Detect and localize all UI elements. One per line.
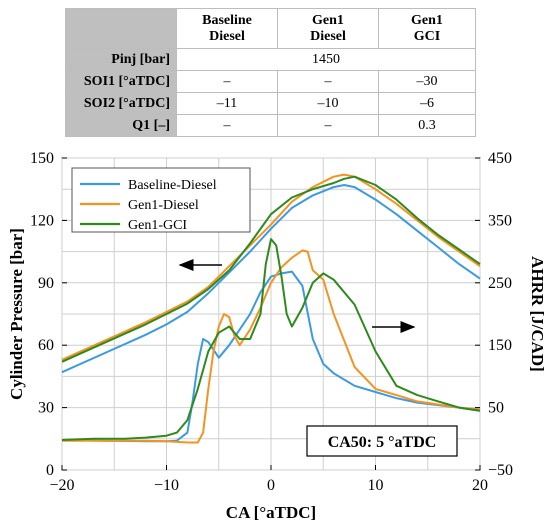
legend-entry: Gen1-GCI	[128, 218, 187, 233]
table-column-header: Gen1 Diesel	[277, 8, 379, 49]
table-cell: –30	[378, 70, 476, 93]
legend: Baseline-Diesel Gen1-Diesel Gen1-GCI	[71, 167, 251, 233]
series-line	[61, 270, 481, 443]
legend-entry: Gen1-Diesel	[128, 198, 199, 213]
table-row-label: SOI1 [°aTDC]	[65, 70, 177, 93]
table-cell: 0.3	[378, 114, 476, 137]
ca50-annotation: CA50: 5 °aTDC	[306, 425, 458, 457]
x-tick-label: 0	[267, 477, 275, 494]
x-axis-label: CA [°aTDC]	[226, 503, 316, 522]
y-axis-label-right: AHRR [J/CAD]	[528, 256, 547, 372]
table-row-label: Pinj [bar]	[65, 48, 177, 71]
tick-labels: −20 −10 0 10 20 0 30 60 90 120 150 −50 50 150 250 350 45…	[30, 150, 513, 494]
table-row-label: SOI2 [°aTDC]	[65, 92, 177, 115]
parameter-table: Baseline Diesel Gen1 Diesel Gen1 GCI Pinj […	[65, 8, 476, 137]
table-column-header: Gen1 GCI	[378, 8, 476, 49]
y-tick-label-left: 30	[38, 400, 54, 417]
y-tick-label-left: 120	[30, 212, 54, 229]
table-cell: –	[176, 114, 278, 137]
y-tick-label-left: 0	[46, 462, 54, 479]
legend-entry: Baseline-Diesel	[128, 178, 217, 193]
y-tick-label-right: 350	[488, 212, 512, 229]
x-tick-label: −20	[49, 477, 74, 494]
table-row: Pinj [bar] 1450	[65, 48, 476, 71]
table-corner-cell	[65, 8, 177, 49]
y-tick-label-right: 50	[488, 400, 504, 417]
series-line	[61, 238, 481, 441]
table-header-row: Baseline Diesel Gen1 Diesel Gen1 GCI	[65, 8, 476, 49]
table-row: SOI2 [°aTDC] –11 –10 –6	[65, 92, 476, 115]
y-tick-label-left: 150	[30, 150, 54, 167]
table-row-label: Q1 [–]	[65, 114, 177, 137]
series-layer	[61, 173, 481, 444]
table-cell: –6	[378, 92, 476, 115]
y-tick-label-right: −50	[488, 462, 513, 479]
y-tick-label-right: 250	[488, 275, 512, 292]
y-tick-label-right: 450	[488, 150, 512, 167]
y-tick-label-right: 150	[488, 337, 512, 354]
x-tick-label: −10	[154, 477, 179, 494]
annotation-text: CA50: 5 °aTDC	[328, 434, 437, 451]
series-line	[61, 184, 481, 374]
y-tick-label-left: 60	[38, 337, 54, 354]
table-column-header: Baseline Diesel	[176, 8, 278, 49]
table-cell: –	[277, 114, 379, 137]
x-tick-label: 10	[368, 477, 384, 494]
y-tick-label-left: 90	[38, 275, 54, 292]
table-cell: –10	[277, 92, 379, 115]
table-row: SOI1 [°aTDC] – – –30	[65, 70, 476, 93]
series-line	[61, 175, 481, 363]
legend-box	[71, 167, 251, 233]
y-axis-label-left: Cylinder Pressure [bar]	[7, 228, 26, 400]
annotation-box	[306, 425, 458, 457]
x-tick-label: 20	[472, 477, 488, 494]
table-row: Q1 [–] – – 0.3	[65, 114, 476, 137]
